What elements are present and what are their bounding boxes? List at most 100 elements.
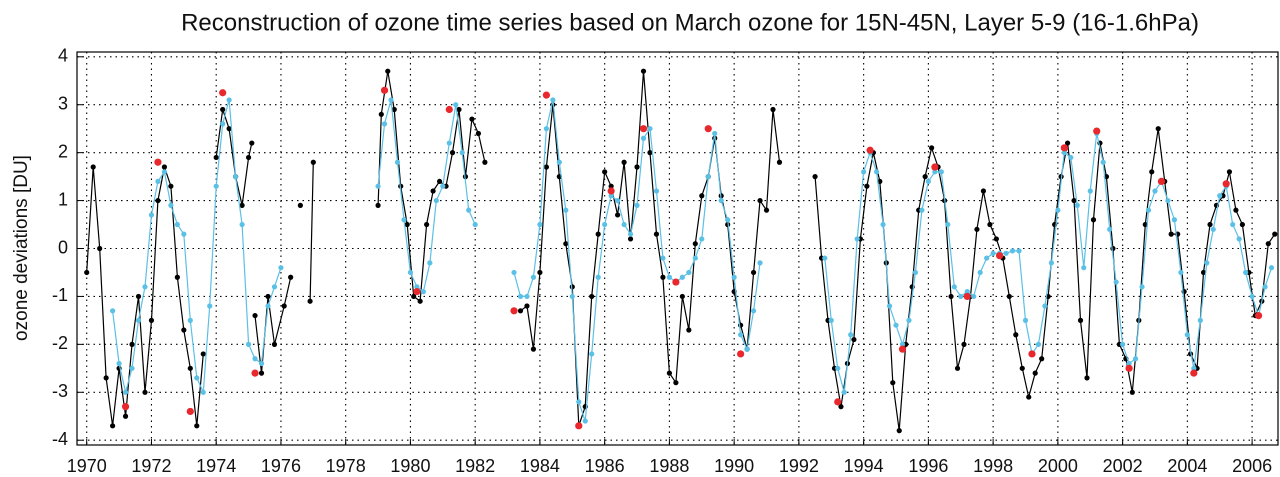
series-line	[86, 71, 1276, 431]
x-tick-label: 1978	[326, 456, 366, 476]
data-point	[666, 274, 673, 280]
x-tick-label: 2006	[1232, 456, 1272, 476]
data-point	[1113, 279, 1119, 285]
data-point	[1100, 159, 1106, 165]
data-point	[996, 252, 1004, 260]
data-point	[666, 370, 673, 376]
data-point	[569, 293, 575, 300]
data-point	[135, 317, 142, 323]
data-point	[271, 341, 278, 347]
data-point	[135, 293, 142, 300]
data-point	[1168, 231, 1174, 237]
data-point	[186, 407, 194, 416]
data-point	[556, 159, 562, 165]
data-point	[1200, 269, 1207, 276]
data-point	[964, 289, 970, 295]
data-point	[239, 221, 245, 228]
data-point	[576, 399, 582, 405]
data-point	[880, 221, 886, 228]
plot-area	[84, 68, 1278, 434]
x-tick-label: 1994	[844, 456, 884, 476]
data-point	[213, 154, 219, 161]
data-point	[974, 226, 980, 232]
data-point	[427, 260, 433, 266]
data-point	[472, 221, 478, 228]
data-point	[226, 126, 232, 132]
data-point	[1107, 226, 1113, 232]
data-point	[482, 159, 488, 165]
data-point	[647, 126, 653, 132]
data-point	[84, 269, 90, 276]
data-point	[1074, 202, 1080, 208]
data-point	[375, 202, 381, 208]
data-point	[961, 341, 967, 347]
data-point	[424, 221, 430, 228]
data-point	[1084, 375, 1090, 381]
data-point	[121, 403, 130, 411]
data-point	[466, 207, 472, 213]
data-point	[1064, 140, 1071, 146]
data-point	[1006, 293, 1012, 300]
data-point	[699, 236, 705, 242]
data-point	[1071, 197, 1077, 204]
data-point	[1126, 360, 1132, 367]
data-point	[673, 380, 679, 386]
data-point	[430, 188, 436, 194]
data-point	[731, 274, 737, 280]
data-point	[1254, 311, 1263, 320]
data-point	[602, 169, 608, 175]
data-point	[898, 345, 907, 353]
data-point	[750, 308, 757, 314]
x-tick-label: 1996	[908, 456, 948, 476]
data-point	[1120, 341, 1126, 347]
data-point	[245, 154, 252, 161]
data-point	[433, 197, 439, 204]
data-point	[1149, 169, 1155, 175]
data-point	[1190, 369, 1198, 377]
data-point	[919, 207, 925, 213]
data-point	[440, 183, 446, 189]
data-point	[660, 255, 666, 261]
data-point	[449, 150, 456, 156]
data-point	[1077, 317, 1084, 323]
data-point	[1236, 236, 1242, 242]
data-point	[945, 221, 951, 228]
data-point	[110, 308, 116, 314]
data-point	[1110, 245, 1116, 252]
data-point	[737, 350, 745, 358]
chart-title: Reconstruction of ozone time series base…	[181, 9, 1199, 36]
data-point	[148, 317, 155, 323]
data-point	[265, 303, 271, 309]
data-point	[271, 284, 278, 290]
data-point	[142, 284, 148, 290]
data-point	[200, 351, 206, 357]
data-point	[1243, 269, 1249, 276]
data-point	[854, 236, 860, 242]
y-tick-label: 0	[58, 237, 68, 257]
data-point	[672, 278, 680, 286]
data-point	[712, 130, 718, 137]
data-point	[550, 97, 556, 103]
data-point	[1249, 293, 1255, 300]
data-point	[971, 293, 977, 300]
data-point	[168, 183, 174, 189]
data-point	[310, 159, 316, 165]
y-tick-label: 1	[58, 189, 68, 209]
data-point	[1081, 265, 1087, 271]
data-point	[1262, 284, 1268, 290]
data-point	[249, 140, 255, 146]
data-point	[835, 365, 841, 371]
data-point	[931, 163, 939, 171]
data-point	[922, 174, 928, 180]
data-point	[757, 197, 763, 204]
data-point	[589, 293, 595, 300]
data-point	[375, 183, 381, 189]
y-tick-label: -4	[52, 429, 68, 449]
data-point	[1016, 248, 1022, 254]
data-point	[951, 284, 957, 290]
data-point	[258, 360, 265, 367]
data-point	[929, 145, 935, 151]
data-point	[116, 360, 122, 367]
data-point	[1157, 177, 1166, 186]
x-tick-label: 1974	[196, 456, 236, 476]
